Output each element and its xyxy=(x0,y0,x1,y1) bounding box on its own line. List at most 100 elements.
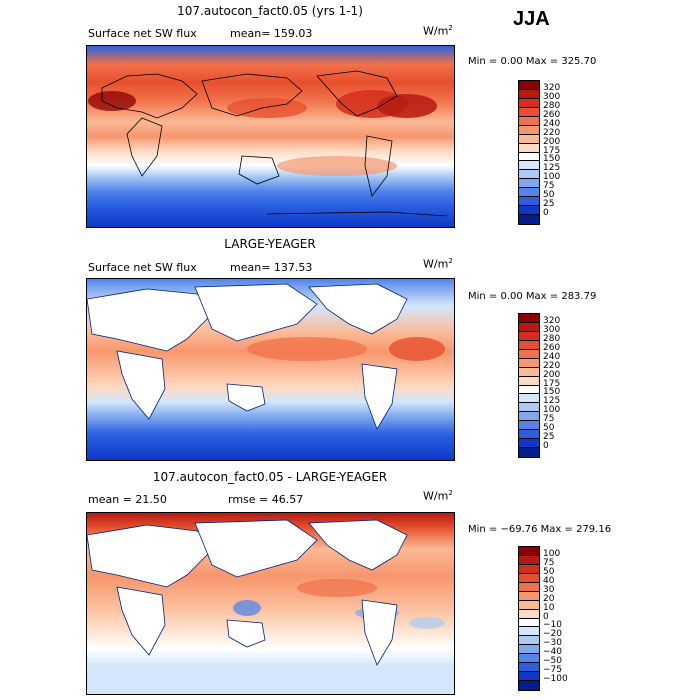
colorbar-tick-label: 30 xyxy=(543,584,555,595)
colorbar-tick-label: 100 xyxy=(543,172,561,183)
colorbar-swatch xyxy=(519,430,539,440)
colorbar-swatch xyxy=(519,627,539,637)
colorbar-swatch xyxy=(519,206,539,216)
panel3-colorbar xyxy=(518,546,540,691)
colorbar-swatch xyxy=(519,98,539,108)
colorbar-swatch xyxy=(519,152,539,162)
colorbar-swatch xyxy=(519,340,539,350)
colorbar-swatch xyxy=(519,582,539,592)
colorbar-tick-label: −10 xyxy=(543,620,562,631)
colorbar-tick-label: −40 xyxy=(543,647,562,658)
colorbar-swatch xyxy=(519,439,539,449)
colorbar-tick-label: 280 xyxy=(543,333,561,344)
colorbar-swatch xyxy=(519,672,539,682)
colorbar-tick-label: 50 xyxy=(543,566,555,577)
colorbar-swatch xyxy=(519,547,539,556)
colorbar-swatch xyxy=(519,421,539,431)
panel3-mean-label: mean = 21.50 xyxy=(88,493,167,506)
colorbar-tick-label: 40 xyxy=(543,575,555,586)
colorbar-tick-label: 220 xyxy=(543,360,561,371)
colorbar-swatch xyxy=(519,107,539,117)
panel3-rmse-label: rmse = 46.57 xyxy=(228,493,304,506)
colorbar-tick-label: 150 xyxy=(543,387,561,398)
panel2-variable-label: Surface net SW flux xyxy=(88,261,197,274)
colorbar-swatch xyxy=(519,367,539,377)
colorbar-swatch xyxy=(519,215,539,224)
colorbar-swatch xyxy=(519,385,539,395)
colorbar-swatch xyxy=(519,573,539,583)
panel1-mean-label: mean= 159.03 xyxy=(230,27,313,40)
colorbar-tick-label: 20 xyxy=(543,593,555,604)
colorbar-swatch xyxy=(519,681,539,690)
colorbar-swatch xyxy=(519,412,539,422)
colorbar-tick-label: 100 xyxy=(543,405,561,416)
panel3-map-svg xyxy=(87,513,454,694)
colorbar-tick-label: 300 xyxy=(543,91,561,102)
colorbar-swatch xyxy=(519,618,539,628)
panel3-title: 107.autocon_fact0.05 - LARGE-YEAGER xyxy=(152,470,388,484)
colorbar-tick-label: 75 xyxy=(543,557,555,568)
colorbar-tick-label: 50 xyxy=(543,190,555,201)
colorbar-tick-label: 280 xyxy=(543,100,561,111)
panel3-map xyxy=(86,512,455,695)
colorbar-tick-label: 0 xyxy=(543,441,549,452)
colorbar-tick-label: −75 xyxy=(543,665,562,676)
colorbar-swatch xyxy=(519,376,539,386)
colorbar-tick-label: 240 xyxy=(543,118,561,129)
panel1-colorbar xyxy=(518,80,540,225)
colorbar-tick-label: 75 xyxy=(543,414,555,425)
colorbar-swatch xyxy=(519,654,539,664)
colorbar-swatch xyxy=(519,314,539,323)
colorbar-swatch xyxy=(519,125,539,135)
colorbar-tick-label: 260 xyxy=(543,342,561,353)
panel2-mean-label: mean= 137.53 xyxy=(230,261,313,274)
panel3-minmax: Min = −69.76 Max = 279.16 xyxy=(468,524,612,535)
panel2-minmax: Min = 0.00 Max = 283.79 xyxy=(468,291,597,302)
colorbar-tick-label: 0 xyxy=(543,611,549,622)
colorbar-tick-label: −50 xyxy=(543,656,562,667)
colorbar-swatch xyxy=(519,645,539,655)
panel2-units: W/m2 xyxy=(423,257,453,271)
colorbar-swatch xyxy=(519,564,539,574)
colorbar-tick-label: 50 xyxy=(543,423,555,434)
colorbar-swatch xyxy=(519,197,539,207)
colorbar-swatch xyxy=(519,358,539,368)
panel1-title: 107.autocon_fact0.05 (yrs 1-1) xyxy=(177,4,363,18)
panel1-minmax: Min = 0.00 Max = 325.70 xyxy=(468,56,597,67)
panel1-map-svg xyxy=(87,46,454,227)
colorbar-swatch xyxy=(519,322,539,332)
panel1-variable-label: Surface net SW flux xyxy=(88,27,197,40)
colorbar-tick-label: 240 xyxy=(543,351,561,362)
colorbar-tick-label: −30 xyxy=(543,638,562,649)
colorbar-tick-label: 150 xyxy=(543,154,561,165)
colorbar-swatch xyxy=(519,188,539,198)
colorbar-tick-label: 125 xyxy=(543,163,561,174)
panel2-colorbar xyxy=(518,313,540,458)
panel2-map-svg xyxy=(87,279,454,460)
colorbar-tick-label: 10 xyxy=(543,602,555,613)
colorbar-swatch xyxy=(519,349,539,359)
colorbar-tick-label: 125 xyxy=(543,396,561,407)
colorbar-swatch xyxy=(519,403,539,413)
colorbar-swatch xyxy=(519,663,539,673)
colorbar-swatch xyxy=(519,170,539,180)
colorbar-tick-label: 300 xyxy=(543,324,561,335)
colorbar-swatch xyxy=(519,394,539,404)
panel1-units: W/m2 xyxy=(423,24,453,38)
panel2-map xyxy=(86,278,455,461)
season-label: JJA xyxy=(513,8,550,30)
colorbar-tick-label: 100 xyxy=(543,548,561,559)
colorbar-tick-label: 200 xyxy=(543,369,561,380)
colorbar-swatch xyxy=(519,89,539,99)
colorbar-tick-label: 25 xyxy=(543,432,555,443)
colorbar-swatch xyxy=(519,116,539,126)
panel1-map xyxy=(86,45,455,228)
panel3-units: W/m2 xyxy=(423,489,453,503)
colorbar-swatch xyxy=(519,600,539,610)
colorbar-tick-label: 75 xyxy=(543,181,555,192)
colorbar-tick-label: 320 xyxy=(543,82,561,93)
colorbar-tick-label: 200 xyxy=(543,136,561,147)
colorbar-tick-label: 0 xyxy=(543,208,549,219)
colorbar-tick-label: 220 xyxy=(543,127,561,138)
colorbar-swatch xyxy=(519,331,539,341)
